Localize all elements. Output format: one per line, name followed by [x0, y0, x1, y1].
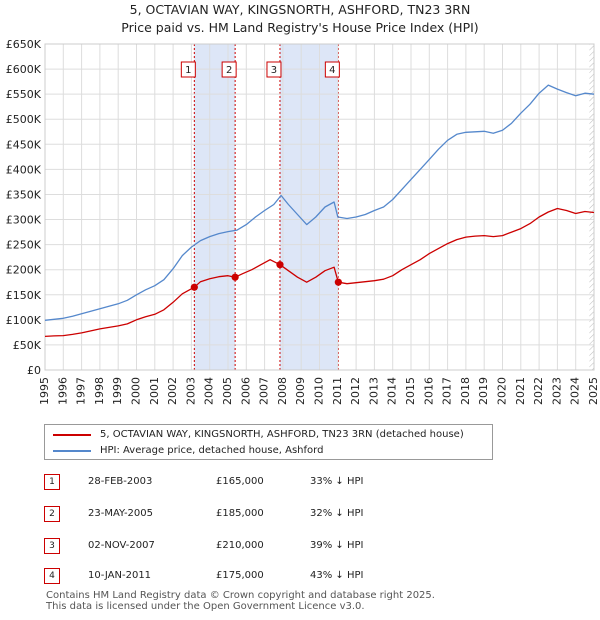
x-tick-label: 2010 [313, 377, 326, 405]
y-tick-label: £250K [6, 239, 42, 252]
footer-copyright: Contains HM Land Registry data © Crown c… [46, 590, 435, 601]
y-tick-label: £350K [6, 188, 42, 201]
y-tick-label: £450K [6, 138, 42, 151]
sale-date: 28-FEB-2003 [88, 476, 153, 487]
sale-point-3 [276, 261, 284, 269]
x-tick-label: 2006 [239, 377, 252, 405]
x-tick-label: 2001 [148, 377, 161, 405]
x-tick-label: 2000 [130, 377, 143, 405]
sale-point-1 [190, 283, 198, 291]
sale-hpi-diff: 33% ↓ HPI [310, 476, 364, 487]
sale-range-shade-2 [279, 44, 339, 370]
sale-point-2 [231, 273, 239, 281]
y-tick-label: £600K [6, 63, 42, 76]
sale-number-badge: 4 [44, 568, 60, 584]
x-tick-label: 1999 [111, 377, 124, 405]
sale-date: 02-NOV-2007 [88, 540, 155, 551]
sale-row-2: 2 23-MAY-2005 £185,000 32% ↓ HPI [44, 504, 504, 524]
y-tick-label: £550K [6, 88, 42, 101]
legend-label-property: 5, OCTAVIAN WAY, KINGSNORTH, ASHFORD, TN… [100, 429, 464, 440]
y-tick-label: £400K [6, 163, 42, 176]
sale-range-shade-1 [194, 44, 236, 370]
sale-number-badge: 1 [44, 474, 60, 490]
legend-label-hpi: HPI: Average price, detached house, Ashf… [100, 445, 324, 456]
y-tick-label: £200K [6, 264, 42, 277]
x-tick-label: 1996 [56, 377, 69, 405]
sale-label-box-2 [221, 61, 237, 78]
x-tick-label: 1997 [75, 377, 88, 405]
sale-price: £175,000 [216, 570, 264, 581]
x-tick-label: 2005 [221, 377, 234, 405]
sale-price: £185,000 [216, 508, 264, 519]
chart-title-line1: 5, OCTAVIAN WAY, KINGSNORTH, ASHFORD, TN… [129, 2, 471, 17]
x-tick-label: 2015 [404, 377, 417, 405]
sale-date: 10-JAN-2011 [88, 570, 152, 581]
y-tick-label: £300K [6, 214, 42, 227]
chart-title-line2: Price paid vs. HM Land Registry's House … [121, 20, 479, 35]
x-tick-label: 2023 [550, 377, 563, 405]
x-tick-label: 2002 [166, 377, 179, 405]
x-tick-label: 2017 [441, 377, 454, 405]
sale-label-box-3 [266, 61, 282, 78]
hpi-line [44, 84, 595, 321]
x-tick-label: 2011 [331, 377, 344, 405]
x-tick-label: 2021 [514, 377, 527, 405]
x-tick-label: 2007 [258, 377, 271, 405]
x-tick-label: 2013 [367, 377, 380, 405]
sale-price: £165,000 [216, 476, 264, 487]
sale-number-badge: 3 [44, 538, 60, 554]
x-tick-label: 2019 [477, 377, 490, 405]
future-hatch [589, 44, 594, 370]
x-tick-label: 1998 [93, 377, 106, 405]
sale-label-box-1 [180, 61, 196, 78]
sale-row-3: 3 02-NOV-2007 £210,000 39% ↓ HPI [44, 536, 504, 556]
x-tick-label: 2003 [184, 377, 197, 405]
sale-date: 23-MAY-2005 [88, 508, 154, 519]
sale-label-3: 3 [271, 65, 277, 76]
y-tick-label: £0 [27, 364, 41, 377]
x-tick-label: 1995 [38, 377, 51, 405]
price-chart: £0 £50K £100K £150K £200K £250K £300K £350K £400… [6, 38, 600, 405]
y-tick-label: £150K [6, 289, 42, 302]
sale-price: £210,000 [216, 540, 264, 551]
sale-row-4: 4 10-JAN-2011 £175,000 43% ↓ HPI [44, 566, 504, 586]
sale-hpi-diff: 32% ↓ HPI [310, 508, 364, 519]
sale-label-2: 2 [226, 65, 232, 76]
sale-point-4 [334, 278, 342, 286]
footer-licence: This data is licensed under the Open Gov… [46, 601, 365, 612]
x-tick-label: 2022 [532, 377, 545, 405]
x-tick-label: 2004 [203, 377, 216, 405]
x-tick-label: 2009 [294, 377, 307, 405]
sale-hpi-diff: 43% ↓ HPI [310, 570, 364, 581]
x-tick-label: 2016 [422, 377, 435, 405]
x-tick-label: 2012 [349, 377, 362, 405]
legend-swatch-property [53, 434, 91, 436]
sale-hpi-diff: 39% ↓ HPI [310, 540, 364, 551]
x-tick-label: 2024 [569, 377, 582, 405]
y-tick-label: £650K [6, 38, 42, 51]
sale-label-box-4 [324, 61, 340, 78]
x-tick-label: 2020 [496, 377, 509, 405]
x-tick-label: 2014 [386, 377, 399, 405]
sale-label-4: 4 [329, 65, 335, 76]
sale-row-1: 1 28-FEB-2003 £165,000 33% ↓ HPI [44, 472, 504, 492]
sale-number-badge: 2 [44, 506, 60, 522]
x-tick-label: 2018 [459, 377, 472, 405]
y-tick-label: £500K [6, 113, 42, 126]
x-tick-label: 2008 [276, 377, 289, 405]
y-tick-label: £100K [6, 314, 42, 327]
sale-label-1: 1 [185, 65, 191, 76]
plot-frame [44, 43, 595, 371]
y-tick-label: £50K [13, 339, 42, 352]
legend-swatch-hpi [53, 450, 91, 452]
x-tick-label: 2025 [587, 377, 600, 405]
chart-legend: 5, OCTAVIAN WAY, KINGSNORTH, ASHFORD, TN… [44, 424, 493, 460]
property-price-line [44, 207, 595, 338]
